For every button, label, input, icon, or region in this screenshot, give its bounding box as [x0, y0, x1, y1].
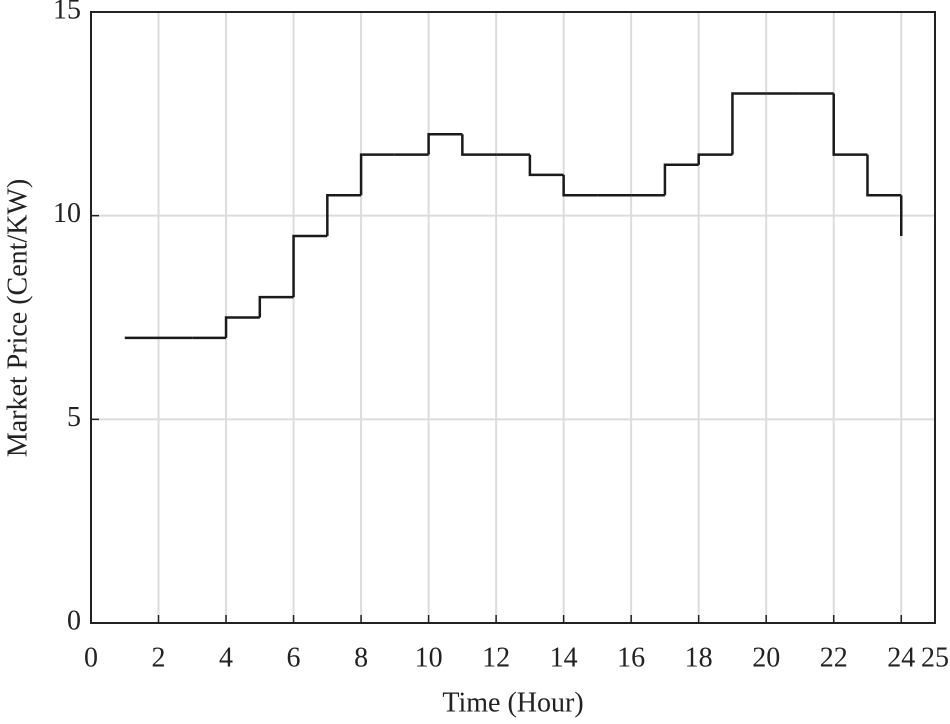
step [528, 154, 564, 177]
step [292, 234, 328, 298]
step [258, 295, 294, 318]
y-tick-label: 10 [53, 198, 81, 229]
x-tick-label: 6 [287, 642, 301, 673]
step [731, 92, 767, 155]
step [326, 194, 362, 237]
x-tick-label: 8 [354, 642, 368, 673]
step [427, 132, 463, 155]
step [224, 316, 260, 338]
x-tick-label: 16 [617, 642, 645, 673]
x-tick-label: 14 [550, 642, 578, 673]
y-tick-label: 15 [53, 0, 81, 25]
x-axis-label: Time (Hour) [442, 687, 583, 718]
x-tick-label: 18 [685, 642, 713, 673]
step [697, 153, 733, 165]
step [663, 163, 699, 196]
y-axis-label: Market Price (Cent/KW) [2, 179, 33, 457]
x-tick-label: 4 [219, 642, 233, 673]
x-tick-label: 24 [887, 642, 915, 673]
x-tick-label: 20 [752, 642, 780, 673]
x-tick-label: 12 [482, 642, 510, 673]
x-tick-label: 22 [820, 642, 848, 673]
step [866, 154, 902, 197]
x-tick-label: 10 [415, 642, 443, 673]
step [562, 174, 598, 197]
x-tick-label: 2 [152, 642, 166, 673]
step [461, 134, 497, 156]
plot-frame [90, 11, 936, 624]
step [359, 153, 395, 196]
x-tick-label: 0 [84, 642, 98, 673]
step [832, 93, 868, 156]
y-tick-label: 0 [67, 605, 81, 636]
x-tick-label: 25 [921, 642, 949, 673]
y-tick-label: 5 [67, 402, 81, 433]
